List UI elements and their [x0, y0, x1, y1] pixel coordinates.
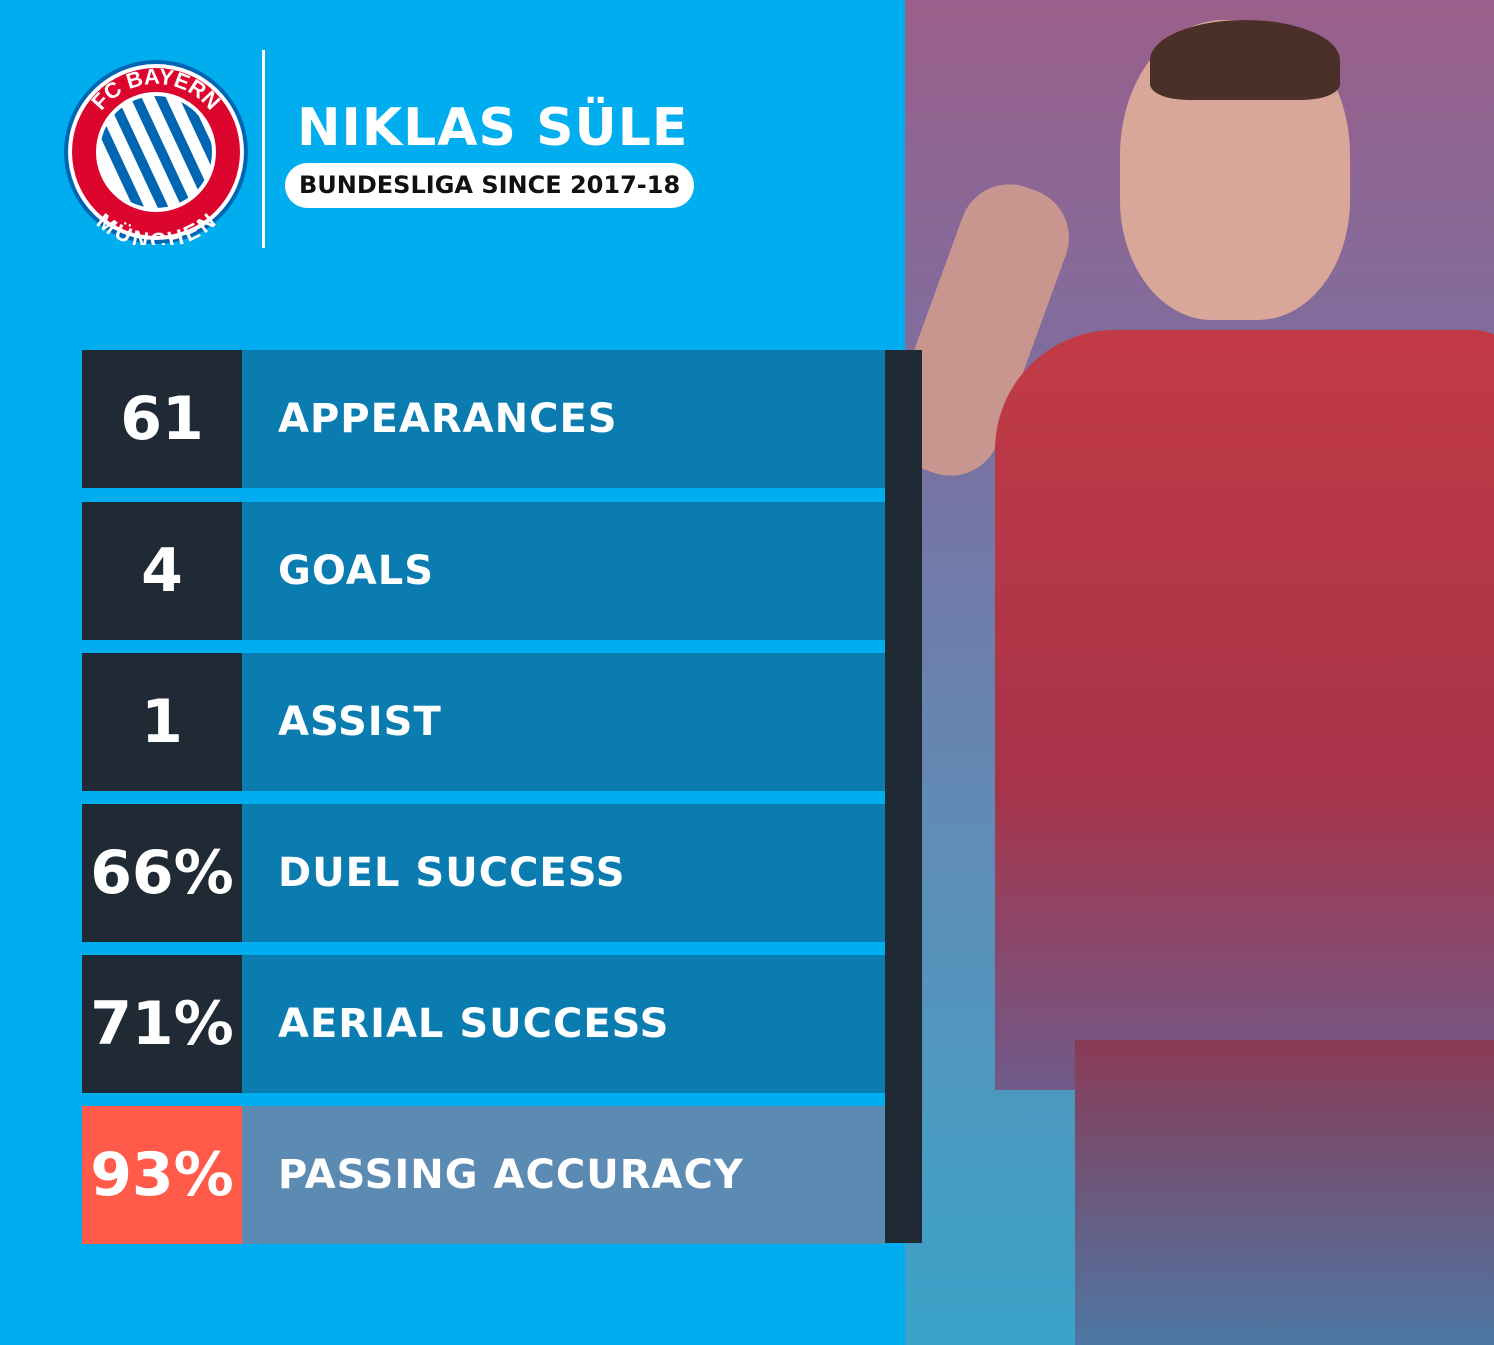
stat-row-goals: 4 GOALS [82, 502, 885, 640]
season-badge: BUNDESLIGA SINCE 2017-18 [285, 163, 695, 208]
stat-label: ASSIST [242, 653, 885, 791]
stat-value: 93% [82, 1106, 242, 1244]
player-jersey [995, 330, 1494, 1090]
stat-label: GOALS [242, 502, 885, 640]
player-name: NIKLAS SÜLE [297, 98, 689, 158]
stat-row-aerial-success: 71% AERIAL SUCCESS [82, 955, 885, 1093]
stat-row-appearances: 61 APPEARANCES [82, 350, 885, 488]
stat-label: DUEL SUCCESS [242, 804, 885, 942]
stat-value: 4 [82, 502, 242, 640]
stats-side-bar [885, 350, 922, 1243]
header-divider [262, 50, 265, 248]
player-shorts [1075, 1040, 1494, 1345]
player-photo [905, 0, 1494, 1345]
stat-value: 1 [82, 653, 242, 791]
stat-label: AERIAL SUCCESS [242, 955, 885, 1093]
stat-row-duel-success: 66% DUEL SUCCESS [82, 804, 885, 942]
player-hair [1150, 20, 1340, 100]
stat-label: PASSING ACCURACY [242, 1106, 885, 1244]
stat-label: APPEARANCES [242, 350, 885, 488]
club-logo: FC BAYERN MÜNCHEN [64, 60, 248, 245]
stat-value: 61 [82, 350, 242, 488]
stat-value: 71% [82, 955, 242, 1093]
stat-value: 66% [82, 804, 242, 942]
stat-row-assist: 1 ASSIST [82, 653, 885, 791]
stat-row-passing-accuracy: 93% PASSING ACCURACY [82, 1106, 885, 1244]
